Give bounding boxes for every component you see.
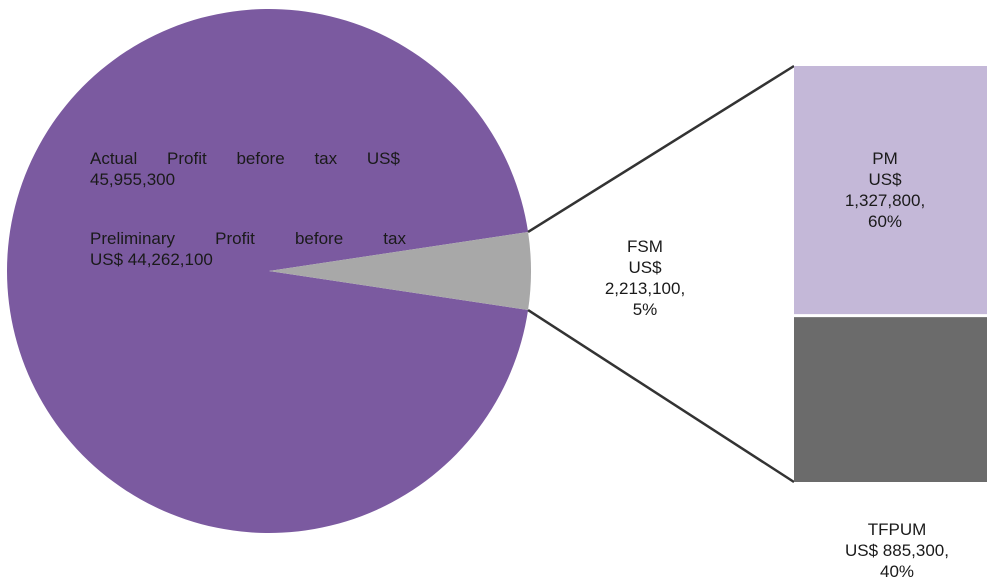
fsm-label-line-1: FSM bbox=[627, 237, 663, 256]
main-label-value: 45,955,300 bbox=[90, 170, 176, 189]
sub-label-word-2: Profit bbox=[215, 229, 255, 248]
main-label-word-4: tax bbox=[314, 149, 338, 168]
main-slice-sub-label: Preliminary Profit before tax US$ 44,262… bbox=[90, 228, 406, 270]
fsm-slice-label: FSM US$ 2,213,100, 5% bbox=[580, 236, 710, 320]
sub-label-word-3: before bbox=[294, 229, 344, 248]
bar-segment-pm bbox=[794, 66, 987, 316]
pm-label-line-1: PM bbox=[872, 149, 898, 168]
pm-segment-label: PM US$ 1,327,800, 60% bbox=[800, 148, 970, 232]
fsm-label-line-4: 5% bbox=[632, 300, 658, 319]
main-label-word-3: before bbox=[236, 149, 285, 168]
bar-segment-tfpum bbox=[794, 315, 987, 482]
main-label-word-5: US$ bbox=[366, 149, 400, 168]
pie-slice-fsm bbox=[269, 231, 532, 311]
sub-label-value: US$ 44,262,100 bbox=[90, 250, 213, 269]
pm-label-line-3: 1,327,800, bbox=[844, 191, 926, 210]
fsm-label-line-2: US$ bbox=[628, 258, 662, 277]
connector-line-top bbox=[527, 64, 795, 234]
tfpum-label-line-3: 40% bbox=[879, 562, 915, 581]
main-label-word-2: Profit bbox=[167, 149, 207, 168]
fsm-label-line-3: 2,213,100, bbox=[604, 279, 686, 298]
tfpum-segment-label: TFPUM US$ 885,300, 40% bbox=[812, 519, 982, 582]
connector-line-bottom bbox=[527, 308, 795, 484]
tfpum-label-line-1: TFPUM bbox=[867, 520, 927, 539]
main-slice-label: Actual Profit before tax US$ 45,955,300 bbox=[90, 148, 400, 190]
sub-label-word-1: Preliminary bbox=[90, 229, 176, 248]
pm-label-line-2: US$ bbox=[868, 170, 902, 189]
main-label-word-1: Actual bbox=[90, 149, 138, 168]
sub-label-word-4: tax bbox=[383, 229, 406, 248]
pie-slice-main bbox=[6, 8, 529, 533]
pm-label-line-4: 60% bbox=[867, 212, 903, 231]
tfpum-label-line-2: US$ 885,300, bbox=[845, 541, 949, 560]
